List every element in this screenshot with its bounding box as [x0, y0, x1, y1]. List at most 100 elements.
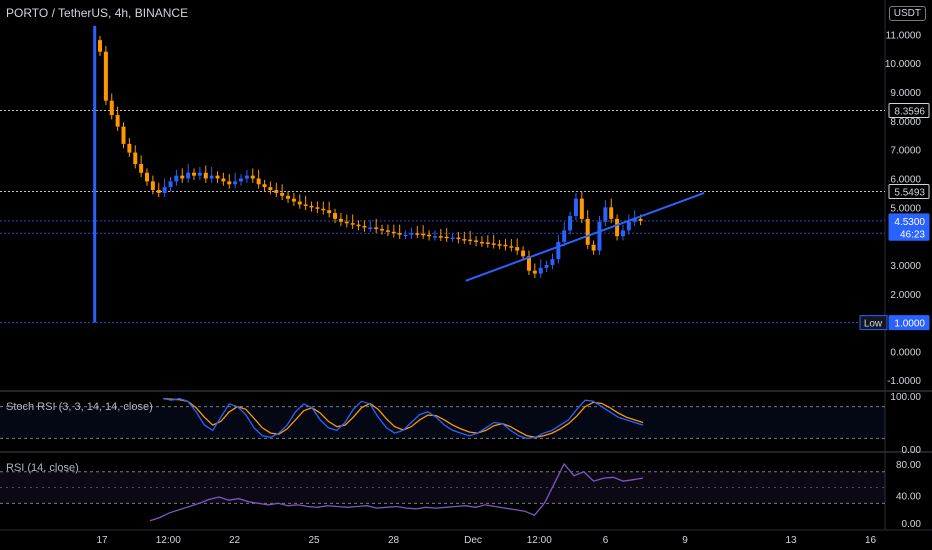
- candle-body: [450, 237, 455, 240]
- candle-body: [438, 236, 443, 238]
- candle-body: [585, 218, 590, 245]
- candle-body: [409, 233, 414, 235]
- candle-body: [491, 243, 496, 245]
- stoch-k-line: [162, 397, 644, 440]
- price-label: 4.5300: [894, 217, 925, 228]
- candle-body: [462, 239, 467, 241]
- time-tick-label: Dec: [464, 535, 482, 546]
- candle-body: [103, 51, 108, 101]
- candle-body: [550, 259, 555, 265]
- candle-body: [121, 126, 126, 144]
- time-tick-label: 12:00: [527, 535, 552, 546]
- candle-body: [509, 246, 514, 248]
- candle-body: [403, 234, 408, 237]
- candle-body: [239, 178, 244, 182]
- candlestick-series: [93, 25, 643, 323]
- candle-body: [362, 226, 367, 228]
- candle-body: [133, 152, 138, 165]
- candle-body: [474, 240, 479, 242]
- candle-body: [432, 236, 437, 238]
- trendline-segment: [465, 191, 705, 282]
- candle-body: [321, 208, 326, 211]
- candle-body: [297, 201, 302, 205]
- candle-body: [303, 204, 308, 206]
- price-label-box: [888, 103, 930, 119]
- rsi-tick-label: 80.00: [896, 460, 921, 471]
- price-tick-label: 5.0000: [890, 203, 921, 214]
- symbol-title[interactable]: PORTO / TetherUS, 4h, BINANCE: [6, 6, 189, 20]
- candle-body: [597, 221, 602, 251]
- candle-body: [562, 230, 567, 242]
- candle-body: [544, 264, 549, 268]
- candle-body: [274, 190, 279, 193]
- price-label-box: [888, 225, 930, 241]
- candle-body: [338, 218, 343, 222]
- candle-body: [327, 210, 332, 214]
- candle-body: [291, 198, 296, 202]
- candle-body: [280, 192, 285, 196]
- candle-body: [262, 184, 267, 188]
- candle-body: [638, 218, 643, 221]
- candle-body: [233, 181, 238, 185]
- currency-badge[interactable]: USDT: [888, 6, 926, 21]
- candle-body: [497, 244, 502, 246]
- time-tick-label: 17: [96, 535, 108, 546]
- candle-body: [286, 195, 291, 199]
- candle-body: [203, 172, 208, 179]
- price-tick-label: 9.0000: [890, 88, 921, 99]
- low-tag-label: Low: [864, 319, 883, 330]
- price-tick-label: 11.0000: [886, 30, 922, 41]
- stoch-rsi-label[interactable]: Stoch RSI (3, 3, 14, 14, close): [6, 401, 153, 413]
- candle-body: [380, 228, 385, 231]
- candle-body: [456, 237, 461, 240]
- candle-body: [515, 247, 520, 251]
- candle-body: [556, 241, 561, 260]
- price-tick-label: 6.0000: [890, 175, 921, 186]
- price-axis[interactable]: 11.000010.00009.00008.00007.00006.00005.…: [859, 30, 930, 530]
- candle-body: [315, 207, 320, 209]
- rsi-tick-label: 40.00: [896, 491, 921, 502]
- candle-body: [221, 178, 226, 182]
- candle-body: [268, 187, 273, 191]
- rsi-label[interactable]: RSI (14, close): [6, 462, 79, 474]
- rsi-band: [0, 471, 885, 504]
- candle-body: [209, 175, 214, 179]
- candle-body: [127, 143, 132, 153]
- price-label: 1.0000: [894, 319, 925, 330]
- stoch-tick-label: 100.00: [890, 392, 921, 403]
- candle-body: [468, 239, 473, 242]
- price-label-box: [888, 183, 930, 199]
- time-axis[interactable]: 17 12:00 22 25 28 Dec 12:00 6 9 13 16: [96, 535, 876, 546]
- candle-body: [186, 172, 191, 179]
- candle-body: [391, 231, 396, 234]
- trendline[interactable]: [465, 191, 705, 282]
- candle-body: [479, 241, 484, 244]
- candle-body: [485, 242, 490, 244]
- candle-body: [227, 181, 232, 185]
- time-tick-label: 6: [603, 535, 609, 546]
- price-label-box: [888, 315, 930, 331]
- candle-body: [620, 230, 625, 237]
- candle-body: [526, 256, 531, 271]
- rsi-line: [149, 462, 644, 522]
- candle-body: [197, 172, 202, 176]
- candle-body: [244, 175, 249, 179]
- time-tick-label: 22: [229, 535, 241, 546]
- candle-body: [162, 187, 167, 193]
- candle-body: [250, 175, 255, 179]
- candle-body: [568, 215, 573, 231]
- time-tick-label: 9: [682, 535, 688, 546]
- candle-body: [215, 175, 220, 179]
- price-tick-label: 0.0000: [890, 347, 921, 358]
- candle-body: [503, 244, 508, 247]
- candle-body: [573, 198, 578, 216]
- candle-body: [421, 233, 426, 236]
- candle-body: [156, 190, 161, 193]
- horizontal-price-lines: [0, 110, 885, 324]
- candle-body: [609, 207, 614, 219]
- candle-body: [374, 227, 379, 229]
- candle-body: [591, 244, 596, 251]
- candle-body: [256, 178, 261, 185]
- candle-body: [385, 230, 390, 232]
